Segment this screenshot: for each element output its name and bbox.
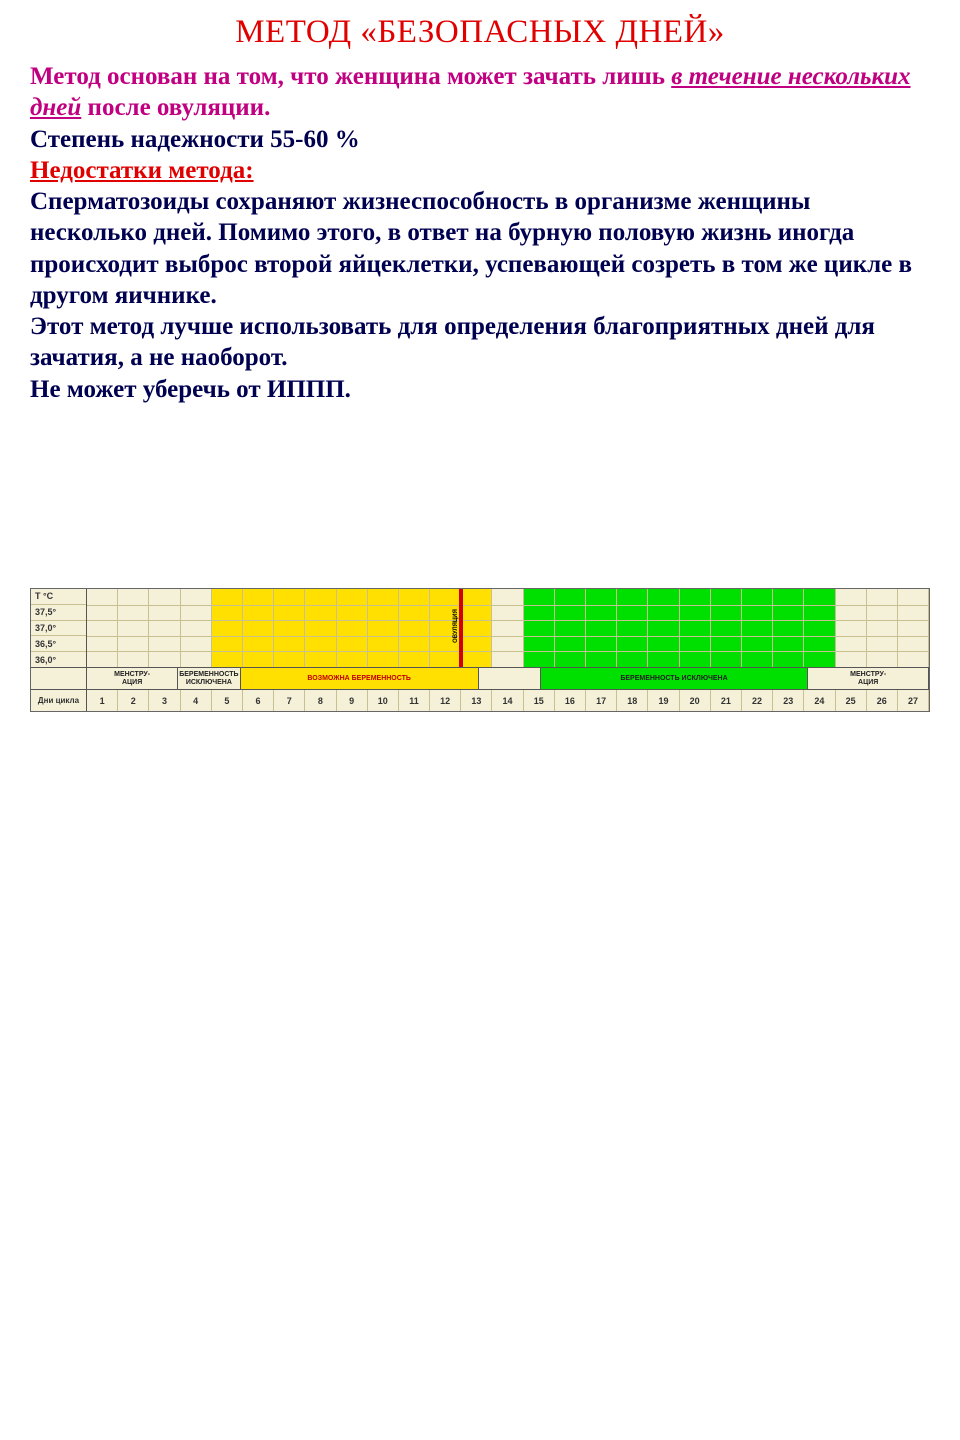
plot-day-cell xyxy=(212,589,243,667)
day-number: 17 xyxy=(586,690,617,711)
day-number: 19 xyxy=(648,690,679,711)
plot-day-cell xyxy=(742,589,773,667)
h-gridline xyxy=(87,620,929,621)
plot-day-cell xyxy=(243,589,274,667)
slide-title: МЕТОД «БЕЗОПАСНЫХ ДНЕЙ» xyxy=(30,14,930,51)
plot-day-cell xyxy=(399,589,430,667)
plot-area: ОВУЛЯЦИЯ xyxy=(87,589,929,667)
intro-part1: Метод основан на том, что женщина может … xyxy=(30,63,671,90)
ovulation-line xyxy=(459,589,463,667)
reliability-line: Степень надежности 55-60 % xyxy=(30,124,930,155)
phase-cell: МЕНСТРУ- АЦИЯ xyxy=(808,668,929,689)
day-number: 1 xyxy=(87,690,118,711)
plot-day-cell xyxy=(711,589,742,667)
day-number: 13 xyxy=(461,690,492,711)
day-number: 16 xyxy=(555,690,586,711)
plot-day-cell xyxy=(617,589,648,667)
disadvantages-body: Сперматозоиды сохраняют жизнеспособность… xyxy=(30,186,930,311)
day-number: 7 xyxy=(274,690,305,711)
plot-day-cell xyxy=(867,589,898,667)
day-number: 20 xyxy=(680,690,711,711)
day-number: 21 xyxy=(711,690,742,711)
plot-day-cell xyxy=(149,589,180,667)
day-number: 5 xyxy=(212,690,243,711)
day-number: 12 xyxy=(430,690,461,711)
body-text: Метод основан на том, что женщина может … xyxy=(30,61,930,405)
phase-cell: МЕНСТРУ- АЦИЯ xyxy=(87,668,178,689)
day-number: 27 xyxy=(898,690,929,711)
plot-day-cell xyxy=(836,589,867,667)
day-number: 24 xyxy=(804,690,835,711)
phase-cells: МЕНСТРУ- АЦИЯБЕРЕМЕННОСТЬ ИСКЛЮЧЕНАВОЗМО… xyxy=(87,668,929,689)
chart-frame: Т °С 37,5° 37,0° 36,5° 36,0° ОВУЛЯЦИЯ МЕ… xyxy=(30,588,930,712)
plot-day-cell xyxy=(555,589,586,667)
day-number: 11 xyxy=(399,690,430,711)
plot-day-cell xyxy=(461,589,492,667)
slide: МЕТОД «БЕЗОПАСНЫХ ДНЕЙ» Метод основан на… xyxy=(0,0,960,720)
days-row: Дни цикла 123456789101112131415161718192… xyxy=(31,689,929,711)
days-row-header: Дни цикла xyxy=(31,690,87,711)
plot-day-cell xyxy=(586,589,617,667)
y-header: Т °С xyxy=(31,589,86,605)
plot-day-cell xyxy=(274,589,305,667)
phase-row-header xyxy=(31,668,87,689)
day-number: 9 xyxy=(337,690,368,711)
plot-day-cell xyxy=(804,589,835,667)
y-tick: 36,5° xyxy=(31,636,86,652)
plot-day-cell xyxy=(524,589,555,667)
plot-day-cell xyxy=(368,589,399,667)
intro-paragraph: Метод основан на том, что женщина может … xyxy=(30,61,930,124)
h-gridline xyxy=(87,605,929,606)
plot-day-cell xyxy=(492,589,523,667)
intro-part2: после овуляции. xyxy=(81,94,270,121)
better-use: Этот метод лучше использовать для опреде… xyxy=(30,311,930,374)
disadvantages-header: Недостатки метода: xyxy=(30,157,254,184)
day-number: 18 xyxy=(617,690,648,711)
phase-cell: БЕРЕМЕННОСТЬ ИСКЛЮЧЕНА xyxy=(178,668,240,689)
plot-day-cell xyxy=(181,589,212,667)
ovulation-label: ОВУЛЯЦИЯ xyxy=(453,609,459,643)
phase-cell: БЕРЕМЕННОСТЬ ИСКЛЮЧЕНА xyxy=(541,668,809,689)
day-number: 22 xyxy=(742,690,773,711)
day-number: 6 xyxy=(243,690,274,711)
day-number: 2 xyxy=(118,690,149,711)
day-number: 26 xyxy=(867,690,898,711)
chart-plot-row: Т °С 37,5° 37,0° 36,5° 36,0° ОВУЛЯЦИЯ xyxy=(31,589,929,667)
day-number: 3 xyxy=(149,690,180,711)
phase-row: МЕНСТРУ- АЦИЯБЕРЕМЕННОСТЬ ИСКЛЮЧЕНАВОЗМО… xyxy=(31,667,929,689)
day-number: 14 xyxy=(492,690,523,711)
y-tick: 37,5° xyxy=(31,605,86,621)
day-number: 4 xyxy=(181,690,212,711)
day-number: 10 xyxy=(368,690,399,711)
days-cells: 1234567891011121314151617181920212223242… xyxy=(87,690,929,711)
day-number: 25 xyxy=(836,690,867,711)
plot-day-cell xyxy=(898,589,929,667)
y-axis: Т °С 37,5° 37,0° 36,5° 36,0° xyxy=(31,589,87,667)
temperature-curve xyxy=(87,589,929,1440)
plot-day-cell xyxy=(773,589,804,667)
plot-day-cell xyxy=(305,589,336,667)
plot-day-cell xyxy=(87,589,118,667)
plot-day-cell xyxy=(118,589,149,667)
sti-note: Не может уберечь от ИППП. xyxy=(30,374,930,405)
phase-cell xyxy=(479,668,541,689)
plot-day-cell xyxy=(680,589,711,667)
phase-cell: ВОЗМОЖНА БЕРЕМЕННОСТЬ xyxy=(241,668,479,689)
y-tick: 36,0° xyxy=(31,652,86,667)
h-gridline xyxy=(87,651,929,652)
day-number: 8 xyxy=(305,690,336,711)
cycle-chart: Т °С 37,5° 37,0° 36,5° 36,0° ОВУЛЯЦИЯ МЕ… xyxy=(30,588,930,712)
plot-day-cell xyxy=(648,589,679,667)
day-number: 15 xyxy=(524,690,555,711)
h-gridline xyxy=(87,636,929,637)
y-tick: 37,0° xyxy=(31,621,86,637)
day-number: 23 xyxy=(773,690,804,711)
plot-day-cell xyxy=(337,589,368,667)
